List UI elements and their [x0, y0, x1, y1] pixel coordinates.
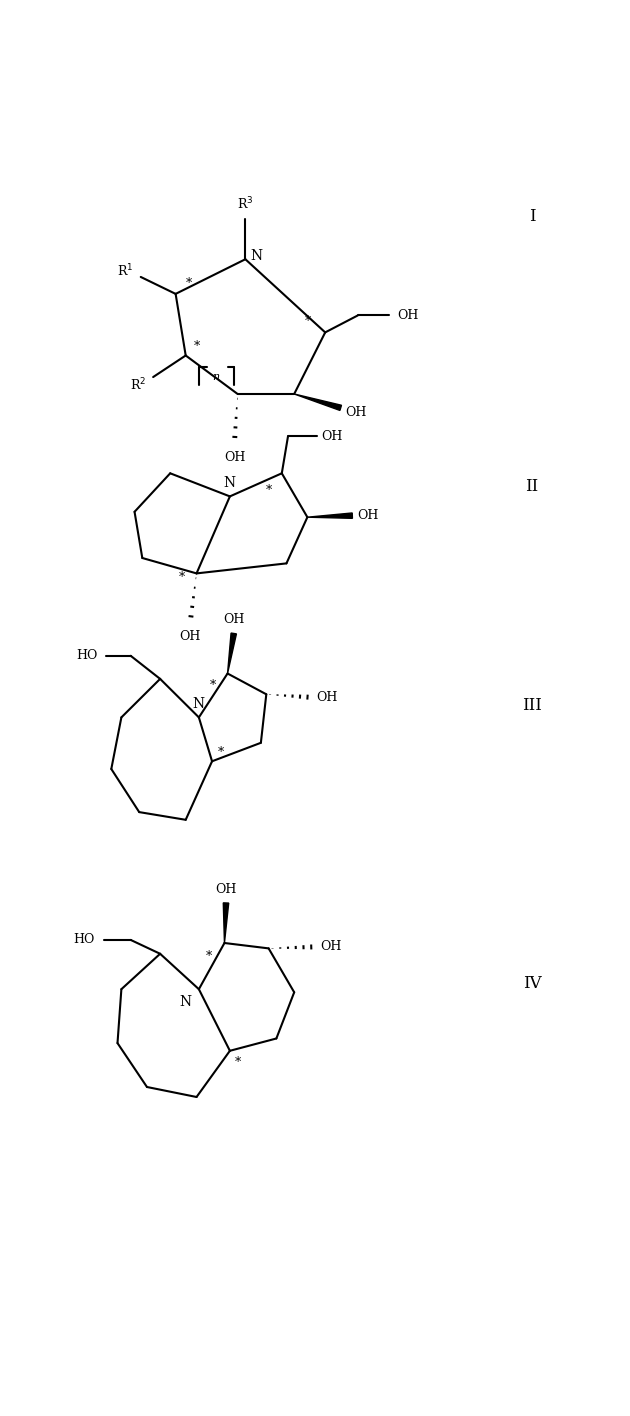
Text: III: III	[522, 697, 542, 714]
Text: OH: OH	[223, 613, 244, 626]
Text: N: N	[193, 697, 205, 711]
Text: N: N	[179, 994, 191, 1008]
Text: OH: OH	[180, 630, 201, 643]
Text: R$^1$: R$^1$	[117, 262, 134, 279]
Text: *: *	[206, 950, 212, 963]
Text: R$^3$: R$^3$	[237, 195, 254, 212]
Text: *: *	[218, 746, 224, 759]
Polygon shape	[227, 633, 236, 674]
Polygon shape	[294, 394, 341, 411]
Text: I: I	[529, 208, 535, 225]
Text: R$^2$: R$^2$	[130, 377, 146, 394]
Text: *: *	[186, 278, 192, 290]
Text: OH: OH	[215, 882, 237, 895]
Text: *: *	[193, 340, 200, 353]
Text: *: *	[179, 571, 185, 583]
Text: HO: HO	[76, 650, 97, 663]
Text: HO: HO	[74, 933, 95, 946]
Text: *: *	[210, 678, 216, 691]
Polygon shape	[307, 513, 352, 518]
Text: N: N	[250, 249, 262, 263]
Text: II: II	[525, 477, 539, 494]
Text: OH: OH	[357, 510, 379, 523]
Text: OH: OH	[316, 691, 338, 704]
Text: IV: IV	[523, 974, 541, 991]
Text: *: *	[234, 1056, 241, 1069]
Text: *: *	[266, 484, 273, 497]
Text: OH: OH	[320, 940, 341, 953]
Polygon shape	[223, 903, 229, 943]
Text: OH: OH	[321, 430, 343, 443]
Text: *: *	[305, 316, 311, 329]
Text: N: N	[224, 476, 236, 490]
Text: OH: OH	[224, 450, 245, 463]
Text: OH: OH	[398, 309, 419, 321]
Text: n: n	[212, 372, 219, 382]
Text: OH: OH	[345, 406, 367, 419]
